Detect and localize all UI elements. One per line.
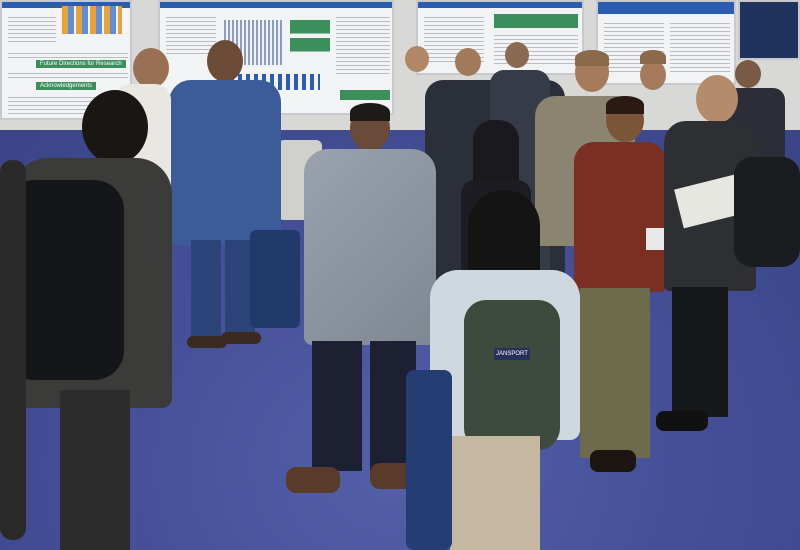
poster-board-5: [738, 0, 800, 60]
backpack-right: [734, 157, 800, 267]
poster-board-3: [416, 0, 584, 75]
person-dark-suit-glasses: [650, 75, 800, 435]
poster-heading-future-directions: Future Directions for Research: [36, 60, 126, 68]
tote-bag-front: [406, 370, 452, 550]
person-blue-suit: [165, 40, 285, 350]
person-left-backpack: [0, 90, 175, 550]
person-maroon-sweater: [570, 96, 670, 488]
poster-heading-acknowledgements: Acknowledgements: [36, 82, 97, 90]
tote-bag: [250, 230, 300, 328]
person-jansport-woman: JANSPORT: [406, 190, 590, 550]
backpack-brand-text: JANSPORT: [496, 351, 528, 357]
backpack-logo-label: JANSPORT: [494, 348, 530, 360]
person-gray-blazer: [286, 103, 440, 510]
jansport-backpack: [464, 300, 560, 450]
